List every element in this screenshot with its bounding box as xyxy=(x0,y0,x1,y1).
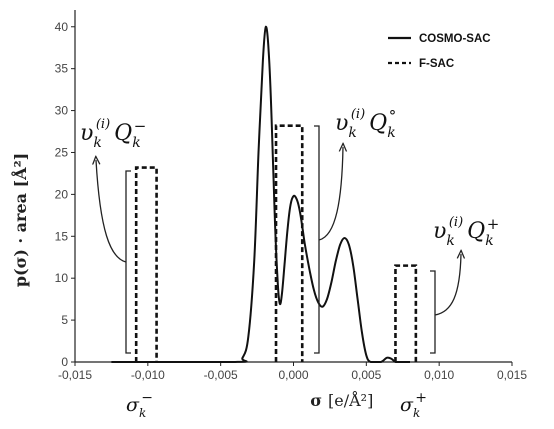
y-tick-label: 15 xyxy=(55,229,69,243)
cosmosac-line xyxy=(111,25,410,364)
y-tick-label: 35 xyxy=(55,62,69,76)
annotation-left: υk(i) Qk− xyxy=(80,117,146,151)
legend: COSMO-SAC F-SAC xyxy=(388,33,491,70)
legend-label-cosmosac: COSMO-SAC xyxy=(419,33,491,45)
x-axis-label-symbol: σ xyxy=(310,391,322,410)
x-tick-label: 0,015 xyxy=(497,368,527,382)
fsac-bar-2 xyxy=(394,264,418,362)
bracket-left xyxy=(96,160,131,354)
fsac-bar-0 xyxy=(134,166,158,362)
y-tick-label: 0 xyxy=(61,355,68,369)
x-tick-label: 0,000 xyxy=(278,368,308,382)
bracket-middle xyxy=(314,125,343,354)
legend-label-fsac: F-SAC xyxy=(419,58,454,70)
y-tick-label: 10 xyxy=(55,271,69,285)
sigma-plus-label: σk+ xyxy=(400,390,427,420)
fsac-series xyxy=(134,124,418,362)
bracket-right xyxy=(430,254,461,354)
x-tick-label: -0,010 xyxy=(131,368,165,382)
cosmosac-series xyxy=(111,25,410,364)
y-tick-label: 40 xyxy=(55,20,69,34)
y-tick-label: 30 xyxy=(55,104,69,118)
x-tick-label: -0,015 xyxy=(58,368,92,382)
y-axis-label: p(σ) · area [Å²] xyxy=(9,153,30,287)
x-tick-label: -0,005 xyxy=(204,368,238,382)
fsac-bar-1 xyxy=(274,124,304,362)
x-tick-label: 0,005 xyxy=(351,368,381,382)
annotation-middle: υk(i) Qk° xyxy=(335,107,396,141)
x-tick-label: 0,010 xyxy=(424,368,454,382)
y-tick-label: 5 xyxy=(61,313,68,327)
annotation-right: υk(i) Qk+ xyxy=(433,215,499,249)
y-tick-label: 20 xyxy=(55,187,69,201)
y-tick-label: 25 xyxy=(55,145,69,159)
axis-ticks: -0,015 -0,010 -0,005 0,000 0,005 0,010 0,015 0 5… xyxy=(55,20,528,382)
sigma-minus-label: σk− xyxy=(126,390,153,420)
x-axis-label: σ [e/Å²] xyxy=(310,390,373,410)
x-axis-label-unit: [e/Å²] xyxy=(328,390,373,410)
